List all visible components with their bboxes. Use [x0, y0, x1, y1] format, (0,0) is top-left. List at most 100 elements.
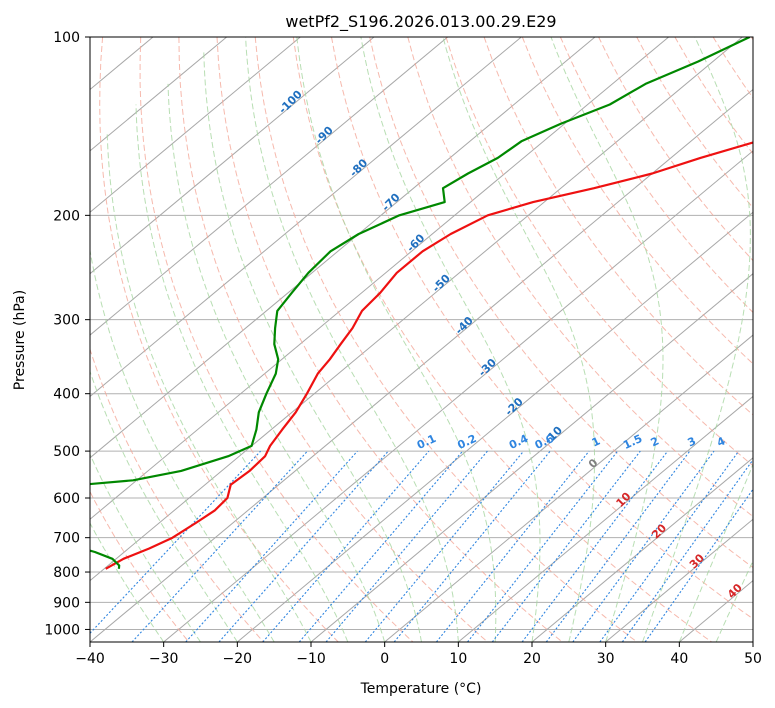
isotherm-label: -80 — [347, 156, 370, 179]
mixing-ratio-line — [131, 450, 308, 642]
y-tick-label: 800 — [53, 565, 80, 581]
x-tick-label: 50 — [744, 651, 762, 667]
mixing-ratio-line — [435, 450, 590, 642]
background-lines — [90, 37, 753, 642]
moist-adiabat — [360, 37, 541, 642]
profile-line-1 — [105, 141, 753, 570]
moist-adiabat — [106, 132, 312, 642]
isotherm-line — [90, 37, 522, 398]
dry-adiabat — [483, 37, 753, 416]
moist-adiabat — [90, 247, 275, 642]
dry-adiabat — [674, 37, 753, 155]
dry-adiabat — [407, 37, 753, 518]
profile-series — [90, 37, 753, 570]
dry-adiabat — [216, 37, 563, 642]
dry-adiabat — [254, 37, 638, 642]
mixing-ratio-line — [644, 488, 753, 642]
mixing-ratio-line — [491, 450, 641, 642]
x-tick-label: −10 — [296, 651, 326, 667]
x-tick-label: 20 — [523, 651, 541, 667]
y-tick-label: 500 — [53, 444, 80, 460]
dry-adiabat — [369, 37, 753, 569]
dry-adiabat — [712, 37, 753, 99]
isotherm-line — [679, 579, 753, 642]
x-tick-label: 40 — [670, 651, 688, 667]
isotherm-label: -30 — [476, 356, 499, 379]
isotherm-line — [90, 37, 596, 459]
moist-adiabat — [296, 37, 497, 642]
isotherm-line — [163, 150, 753, 642]
mixing-ratio-line — [521, 450, 669, 642]
mixing-ratio-line — [218, 450, 389, 642]
isotherm-label: -20 — [502, 395, 525, 418]
mixing-ratio-line — [467, 450, 619, 642]
moist-adiabat — [245, 37, 459, 642]
dry-adiabat — [445, 37, 753, 467]
x-tick-label: 10 — [449, 651, 467, 667]
y-tick-label: 400 — [53, 387, 80, 403]
isotherm-label: 30 — [687, 551, 707, 571]
isotherm-label: -100 — [276, 87, 305, 116]
dry-adiabat — [636, 37, 753, 209]
mixing-ratio-label: 6 — [767, 434, 775, 449]
axis-ticks: −40 −30 −20 −10 0 10 20 30 40 50 100 200 300 400 500 60… — [44, 30, 762, 667]
mixing-ratio-line — [599, 450, 740, 642]
dry-adiabat — [139, 37, 414, 642]
moist-adiabat — [135, 104, 349, 642]
isotherm-line — [458, 395, 753, 642]
y-tick-label: 100 — [53, 30, 80, 46]
y-tick-label: 200 — [53, 208, 80, 224]
plot-frame — [89, 36, 754, 643]
y-tick-label: 700 — [53, 531, 80, 547]
mixing-ratio-label: 0.2 — [455, 432, 478, 452]
moist-adiabat — [90, 522, 165, 642]
mixing-ratio-label: 3 — [685, 434, 697, 449]
isotherm-line — [90, 37, 743, 582]
plot-area: -100-90-80-70-60-50-40-30-20-10010203040… — [90, 37, 775, 642]
dry-adiabat — [99, 37, 339, 642]
mixing-ratio-label: 4 — [715, 434, 728, 449]
isotherm-line — [384, 334, 753, 642]
mixing-ratio-line — [185, 450, 358, 642]
isotherm-line — [237, 211, 753, 642]
moist-adiabat — [678, 463, 753, 642]
dry-adiabat — [598, 37, 753, 262]
isotherm-line — [90, 37, 301, 213]
dry-adiabat — [331, 37, 753, 620]
dry-adiabat — [90, 490, 190, 642]
mixing-ratio-line — [325, 450, 488, 642]
dry-adiabat — [90, 347, 264, 642]
isotherm-line — [90, 37, 448, 336]
x-tick-label: −30 — [149, 651, 179, 667]
profile-line-2 — [90, 37, 751, 486]
isotherm-line — [531, 457, 753, 642]
x-axis-title: Temperature (°C) — [360, 681, 482, 697]
dry-adiabat — [178, 37, 488, 642]
mixing-ratio-label: 0.1 — [415, 432, 438, 452]
mixing-ratio-line — [621, 458, 753, 642]
x-tick-label: 30 — [597, 651, 615, 667]
dry-adiabat — [292, 37, 712, 642]
moist-adiabat — [642, 37, 751, 642]
grid-lines — [90, 37, 753, 642]
mixing-ratio-line — [90, 450, 262, 635]
y-tick-label: 300 — [53, 313, 80, 329]
isotherm-line — [90, 37, 669, 520]
profile-line-3 — [90, 549, 121, 569]
x-tick-label: −20 — [223, 651, 253, 667]
isotherm-line — [752, 641, 753, 642]
isotherm-line — [90, 37, 227, 152]
moist-adiabat — [203, 49, 422, 642]
x-tick-label: 0 — [380, 651, 389, 667]
dry-adiabat — [559, 37, 753, 314]
mixing-ratio-line — [572, 450, 715, 642]
mixing-ratio-label: 0.4 — [507, 432, 530, 452]
isotherm-line — [310, 273, 753, 642]
moist-adiabat — [90, 453, 201, 642]
y-axis-title: Pressure (hPa) — [12, 290, 28, 390]
isotherm-line — [90, 37, 375, 275]
mixing-ratio-label: 1.5 — [621, 432, 644, 452]
mixing-ratio-line — [298, 450, 464, 642]
